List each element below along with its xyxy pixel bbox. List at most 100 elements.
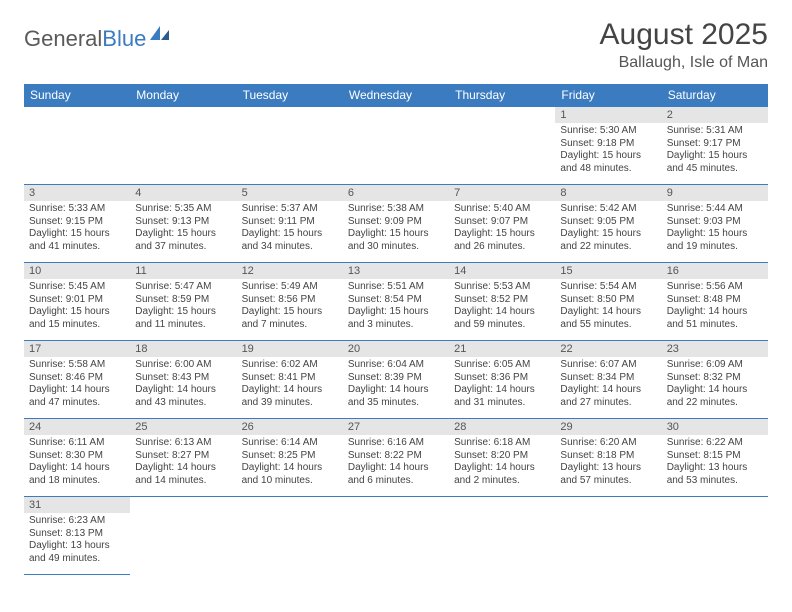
- daylight-line: Daylight: 15 hours and 3 minutes.: [348, 306, 444, 331]
- day-number: 19: [237, 341, 343, 357]
- calendar-cell: 19Sunrise: 6:02 AMSunset: 8:41 PMDayligh…: [237, 341, 343, 419]
- day-content: Sunrise: 5:53 AMSunset: 8:52 PMDaylight:…: [449, 279, 555, 335]
- sunrise-line: Sunrise: 6:16 AM: [348, 437, 444, 450]
- sunset-line: Sunset: 9:03 PM: [667, 216, 763, 229]
- sunset-line: Sunset: 8:39 PM: [348, 372, 444, 385]
- sunset-line: Sunset: 8:43 PM: [135, 372, 231, 385]
- daylight-line: Daylight: 14 hours and 31 minutes.: [454, 384, 550, 409]
- day-number: 21: [449, 341, 555, 357]
- day-number: 30: [662, 419, 768, 435]
- daylight-line: Daylight: 15 hours and 15 minutes.: [29, 306, 125, 331]
- day-content: Sunrise: 6:23 AMSunset: 8:13 PMDaylight:…: [24, 513, 130, 569]
- day-content: Sunrise: 6:14 AMSunset: 8:25 PMDaylight:…: [237, 435, 343, 491]
- day-content: Sunrise: 5:37 AMSunset: 9:11 PMDaylight:…: [237, 201, 343, 257]
- daylight-line: Daylight: 13 hours and 49 minutes.: [29, 540, 125, 565]
- month-title: August 2025: [600, 18, 768, 52]
- sunset-line: Sunset: 9:09 PM: [348, 216, 444, 229]
- calendar-cell: [130, 497, 236, 575]
- day-number: 3: [24, 185, 130, 201]
- daylight-line: Daylight: 14 hours and 18 minutes.: [29, 462, 125, 487]
- day-number: 7: [449, 185, 555, 201]
- calendar-cell: 1Sunrise: 5:30 AMSunset: 9:18 PMDaylight…: [555, 107, 661, 185]
- weekday-header: Thursday: [449, 84, 555, 107]
- logo: GeneralBlue: [24, 26, 171, 52]
- day-number: 9: [662, 185, 768, 201]
- calendar-cell: 14Sunrise: 5:53 AMSunset: 8:52 PMDayligh…: [449, 263, 555, 341]
- daylight-line: Daylight: 15 hours and 7 minutes.: [242, 306, 338, 331]
- sunrise-line: Sunrise: 5:37 AM: [242, 203, 338, 216]
- sunrise-line: Sunrise: 5:51 AM: [348, 281, 444, 294]
- logo-sail-icon: [149, 25, 171, 43]
- day-number: 11: [130, 263, 236, 279]
- day-number: 27: [343, 419, 449, 435]
- day-number: 20: [343, 341, 449, 357]
- weekday-header: Saturday: [662, 84, 768, 107]
- day-number: 29: [555, 419, 661, 435]
- sunset-line: Sunset: 8:25 PM: [242, 450, 338, 463]
- day-number: 25: [130, 419, 236, 435]
- sunrise-line: Sunrise: 6:04 AM: [348, 359, 444, 372]
- calendar-cell: 11Sunrise: 5:47 AMSunset: 8:59 PMDayligh…: [130, 263, 236, 341]
- logo-text-2: Blue: [102, 26, 146, 52]
- day-number: 10: [24, 263, 130, 279]
- day-number: 22: [555, 341, 661, 357]
- calendar-cell: 2Sunrise: 5:31 AMSunset: 9:17 PMDaylight…: [662, 107, 768, 185]
- calendar-cell: 5Sunrise: 5:37 AMSunset: 9:11 PMDaylight…: [237, 185, 343, 263]
- sunrise-line: Sunrise: 5:44 AM: [667, 203, 763, 216]
- calendar-cell: 4Sunrise: 5:35 AMSunset: 9:13 PMDaylight…: [130, 185, 236, 263]
- calendar-cell: 18Sunrise: 6:00 AMSunset: 8:43 PMDayligh…: [130, 341, 236, 419]
- day-content: Sunrise: 6:13 AMSunset: 8:27 PMDaylight:…: [130, 435, 236, 491]
- day-content: Sunrise: 5:47 AMSunset: 8:59 PMDaylight:…: [130, 279, 236, 335]
- calendar-cell: [24, 107, 130, 185]
- sunset-line: Sunset: 8:56 PM: [242, 294, 338, 307]
- sunset-line: Sunset: 8:22 PM: [348, 450, 444, 463]
- daylight-line: Daylight: 14 hours and 43 minutes.: [135, 384, 231, 409]
- sunrise-line: Sunrise: 6:13 AM: [135, 437, 231, 450]
- calendar-cell: [343, 497, 449, 575]
- daylight-line: Daylight: 15 hours and 11 minutes.: [135, 306, 231, 331]
- day-content: Sunrise: 6:00 AMSunset: 8:43 PMDaylight:…: [130, 357, 236, 413]
- sunrise-line: Sunrise: 5:42 AM: [560, 203, 656, 216]
- calendar-cell: 30Sunrise: 6:22 AMSunset: 8:15 PMDayligh…: [662, 419, 768, 497]
- calendar-cell: 8Sunrise: 5:42 AMSunset: 9:05 PMDaylight…: [555, 185, 661, 263]
- calendar-cell: [449, 497, 555, 575]
- daylight-line: Daylight: 15 hours and 34 minutes.: [242, 228, 338, 253]
- sunset-line: Sunset: 9:01 PM: [29, 294, 125, 307]
- day-number: 23: [662, 341, 768, 357]
- sunrise-line: Sunrise: 5:31 AM: [667, 125, 763, 138]
- calendar-cell: 22Sunrise: 6:07 AMSunset: 8:34 PMDayligh…: [555, 341, 661, 419]
- calendar-cell: [449, 107, 555, 185]
- day-content: Sunrise: 6:02 AMSunset: 8:41 PMDaylight:…: [237, 357, 343, 413]
- sunrise-line: Sunrise: 6:18 AM: [454, 437, 550, 450]
- daylight-line: Daylight: 14 hours and 22 minutes.: [667, 384, 763, 409]
- daylight-line: Daylight: 15 hours and 41 minutes.: [29, 228, 125, 253]
- daylight-line: Daylight: 14 hours and 59 minutes.: [454, 306, 550, 331]
- sunset-line: Sunset: 8:54 PM: [348, 294, 444, 307]
- calendar-cell: [237, 107, 343, 185]
- calendar-cell: 25Sunrise: 6:13 AMSunset: 8:27 PMDayligh…: [130, 419, 236, 497]
- daylight-line: Daylight: 15 hours and 26 minutes.: [454, 228, 550, 253]
- day-number: 14: [449, 263, 555, 279]
- sunrise-line: Sunrise: 5:35 AM: [135, 203, 231, 216]
- sunset-line: Sunset: 9:11 PM: [242, 216, 338, 229]
- calendar-cell: 12Sunrise: 5:49 AMSunset: 8:56 PMDayligh…: [237, 263, 343, 341]
- sunset-line: Sunset: 8:59 PM: [135, 294, 231, 307]
- day-content: Sunrise: 6:05 AMSunset: 8:36 PMDaylight:…: [449, 357, 555, 413]
- day-content: Sunrise: 5:56 AMSunset: 8:48 PMDaylight:…: [662, 279, 768, 335]
- calendar-cell: [662, 497, 768, 575]
- day-content: Sunrise: 6:09 AMSunset: 8:32 PMDaylight:…: [662, 357, 768, 413]
- calendar-cell: 28Sunrise: 6:18 AMSunset: 8:20 PMDayligh…: [449, 419, 555, 497]
- day-content: Sunrise: 5:42 AMSunset: 9:05 PMDaylight:…: [555, 201, 661, 257]
- sunrise-line: Sunrise: 5:54 AM: [560, 281, 656, 294]
- day-content: Sunrise: 5:49 AMSunset: 8:56 PMDaylight:…: [237, 279, 343, 335]
- day-content: Sunrise: 5:33 AMSunset: 9:15 PMDaylight:…: [24, 201, 130, 257]
- calendar-cell: 24Sunrise: 6:11 AMSunset: 8:30 PMDayligh…: [24, 419, 130, 497]
- daylight-line: Daylight: 13 hours and 53 minutes.: [667, 462, 763, 487]
- daylight-line: Daylight: 14 hours and 55 minutes.: [560, 306, 656, 331]
- sunset-line: Sunset: 8:18 PM: [560, 450, 656, 463]
- sunrise-line: Sunrise: 6:02 AM: [242, 359, 338, 372]
- daylight-line: Daylight: 14 hours and 51 minutes.: [667, 306, 763, 331]
- day-number: 15: [555, 263, 661, 279]
- calendar-page: GeneralBlue August 2025 Ballaugh, Isle o…: [0, 0, 792, 593]
- calendar-body: 1Sunrise: 5:30 AMSunset: 9:18 PMDaylight…: [24, 107, 768, 575]
